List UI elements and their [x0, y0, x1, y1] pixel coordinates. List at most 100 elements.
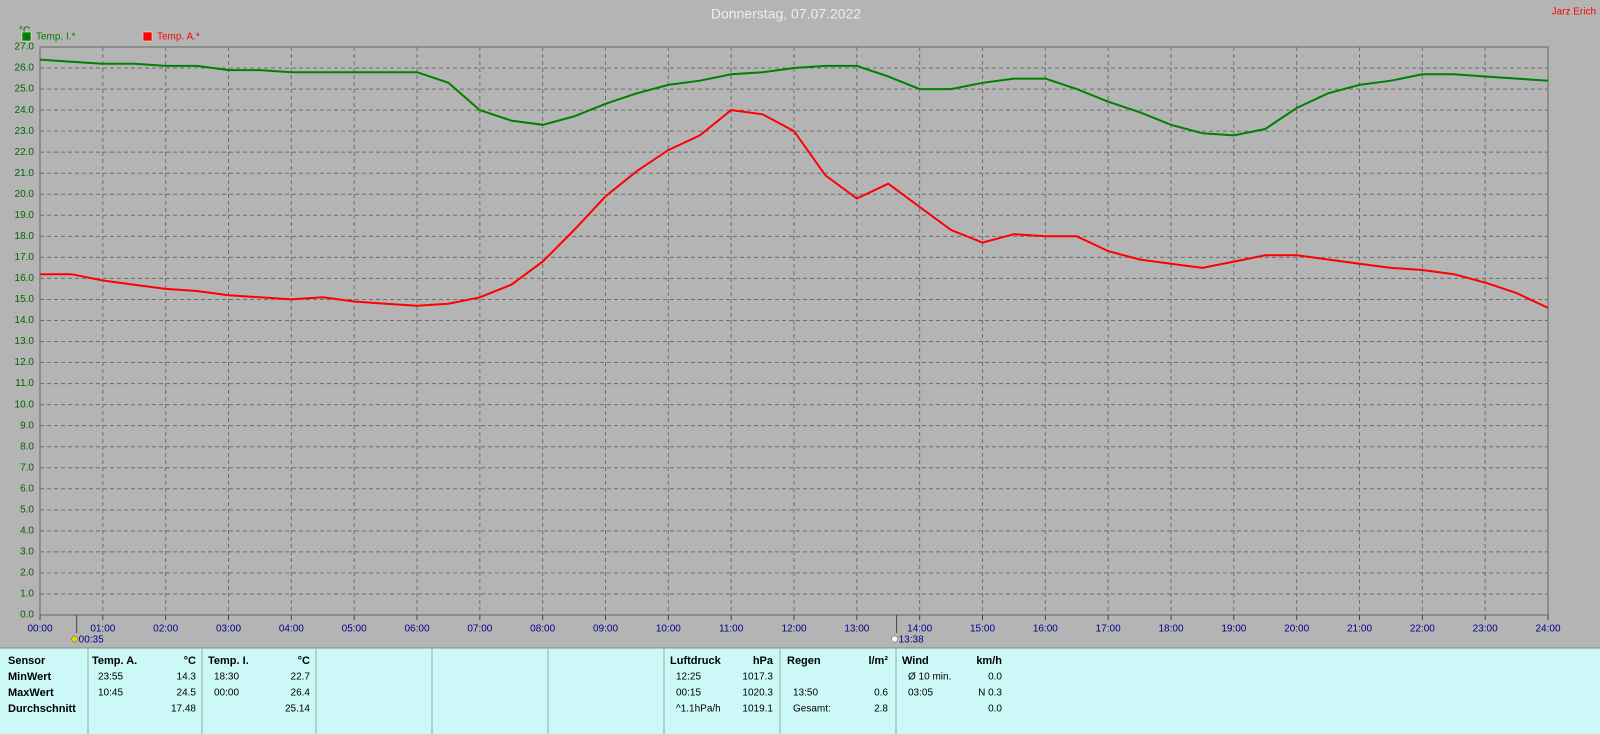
y-tick-label: 20.0: [15, 189, 35, 200]
x-tick-label: 24:00: [1535, 624, 1560, 635]
sun-icon: [71, 635, 78, 643]
y-tick-label: 15.0: [15, 294, 35, 305]
y-tick-label: 26.0: [15, 63, 35, 74]
group-unit: hPa: [753, 655, 774, 667]
legend-swatch: [142, 31, 153, 42]
stat-time: 00:00: [214, 688, 239, 699]
y-tick-label: 6.0: [20, 483, 34, 494]
y-tick-label: 14.0: [15, 315, 35, 326]
row-label: MaxWert: [8, 687, 54, 699]
x-tick-label: 01:00: [90, 624, 115, 635]
y-tick-label: 5.0: [20, 504, 34, 515]
x-tick-label: 04:00: [279, 624, 304, 635]
row-label: MinWert: [8, 671, 52, 683]
stat-value: 0.0: [988, 672, 1002, 683]
x-tick-label: 22:00: [1410, 624, 1435, 635]
background: [0, 0, 1600, 648]
y-tick-label: 27.0: [15, 42, 35, 53]
row-label: Durchschnitt: [8, 703, 76, 715]
sun-icon: [891, 635, 898, 643]
group-name: Temp. A.: [92, 655, 137, 667]
y-tick-label: 21.0: [15, 168, 35, 179]
y-tick-label: 25.0: [15, 84, 35, 95]
plot-frame: [39, 46, 1549, 616]
stat-time: 03:05: [908, 688, 933, 699]
legend-swatch: [21, 31, 32, 42]
x-tick-label: 10:00: [656, 624, 681, 635]
y-tick-label: 16.0: [15, 273, 35, 284]
x-tick-label: 19:00: [1221, 624, 1246, 635]
stat-value: 26.4: [291, 688, 311, 699]
group-unit: l/m²: [868, 655, 888, 667]
group-name: Wind: [902, 655, 929, 667]
y-tick-label: 13.0: [15, 336, 35, 347]
y-tick-label: 1.0: [20, 589, 34, 600]
x-tick-label: 00:00: [27, 624, 52, 635]
y-tick-label: 9.0: [20, 420, 34, 431]
stat-value: 1019.1: [742, 704, 773, 715]
y-tick-label: 4.0: [20, 525, 34, 536]
stat-time: Gesamt:: [793, 704, 831, 715]
x-tick-label: 02:00: [153, 624, 178, 635]
stat-value: 25.14: [285, 704, 310, 715]
y-tick-label: 8.0: [20, 441, 34, 452]
group-unit: km/h: [976, 655, 1002, 667]
y-tick-label: 2.0: [20, 568, 34, 579]
stat-time: 18:30: [214, 672, 239, 683]
y-tick-label: 10.0: [15, 399, 35, 410]
row-label: Sensor: [8, 655, 46, 667]
legend-label: Temp. A.*: [157, 32, 200, 43]
group-name: Temp. I.: [208, 655, 249, 667]
stat-value: N 0.3: [978, 688, 1002, 699]
y-tick-label: 22.0: [15, 147, 35, 158]
x-tick-label: 18:00: [1158, 624, 1183, 635]
stat-time: 12:25: [676, 672, 701, 683]
x-tick-label: 13:00: [844, 624, 869, 635]
y-tick-label: 12.0: [15, 357, 35, 368]
y-tick-label: 0.0: [20, 610, 34, 621]
stat-time: 23:55: [98, 672, 123, 683]
stat-value: 17.48: [171, 704, 196, 715]
stat-value: 22.7: [291, 672, 311, 683]
x-tick-label: 17:00: [1096, 624, 1121, 635]
annotation-label: 00:35: [79, 635, 104, 646]
series-line: [40, 109, 1549, 309]
y-tick-label: 23.0: [15, 126, 35, 137]
stat-value: 24.5: [177, 688, 197, 699]
legend-label: Temp. I.*: [36, 32, 76, 43]
x-tick-label: 23:00: [1473, 624, 1498, 635]
y-tick-label: 24.0: [15, 105, 35, 116]
y-axis-label: °C: [19, 26, 30, 37]
y-tick-label: 18.0: [15, 231, 35, 242]
group-name: Regen: [787, 655, 821, 667]
annotation-label: 13:38: [899, 635, 924, 646]
x-tick-label: 14:00: [907, 624, 932, 635]
x-tick-label: 03:00: [216, 624, 241, 635]
stat-value: 14.3: [177, 672, 197, 683]
group-unit: °C: [184, 655, 196, 667]
x-tick-label: 12:00: [781, 624, 806, 635]
x-tick-label: 07:00: [467, 624, 492, 635]
x-tick-label: 20:00: [1284, 624, 1309, 635]
group-unit: °C: [298, 655, 310, 667]
stat-time: 00:15: [676, 688, 701, 699]
series-line: [39, 58, 1549, 137]
x-tick-label: 09:00: [593, 624, 618, 635]
stat-value: 1020.3: [742, 688, 773, 699]
x-tick-label: 06:00: [404, 624, 429, 635]
x-tick-label: 05:00: [342, 624, 367, 635]
group-name: Luftdruck: [670, 655, 722, 667]
author: Jarz Erich: [1552, 7, 1596, 18]
y-tick-label: 7.0: [20, 462, 34, 473]
stat-value: 0.0: [988, 704, 1002, 715]
stat-time: Ø 10 min.: [908, 672, 951, 683]
chart-title: Donnerstag, 07.07.2022: [711, 6, 861, 22]
stat-value: 0.6: [874, 688, 888, 699]
stat-time: 10:45: [98, 688, 123, 699]
x-tick-label: 16:00: [1033, 624, 1058, 635]
y-tick-label: 11.0: [15, 378, 34, 389]
x-tick-label: 15:00: [970, 624, 995, 635]
x-tick-label: 21:00: [1347, 624, 1372, 635]
y-tick-label: 17.0: [15, 252, 35, 263]
